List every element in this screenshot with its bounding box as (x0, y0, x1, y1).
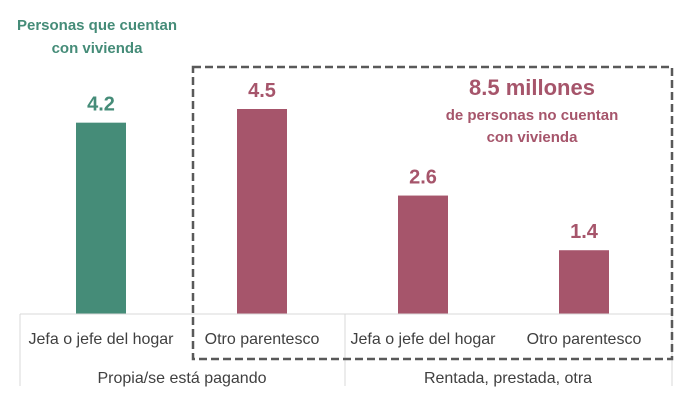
data-label-2: 2.6 (409, 167, 437, 189)
group-label-1: Rentada, prestada, otra (424, 370, 592, 387)
no-housing-annotation-line2: con vivienda (487, 129, 579, 146)
group-label-0: Propia/se está pagando (97, 370, 266, 387)
data-label-1: 4.5 (248, 80, 276, 102)
bar-3 (559, 250, 609, 314)
bar-2 (398, 195, 448, 314)
no-housing-annotation-line1: de personas no cuentan (446, 107, 619, 124)
no-housing-total: 8.5 millones (469, 75, 595, 100)
cat-label-3: Otro parentesco (527, 331, 642, 348)
cat-label-2: Jefa o jefe del hogar (351, 331, 497, 348)
data-label-3: 1.4 (570, 221, 599, 243)
no-housing-dashed-box (191, 65, 674, 361)
with-housing-annotation-line1: Personas que cuentan (17, 17, 177, 34)
with-housing-annotation-line2: con vivienda (52, 40, 144, 57)
bar-1 (237, 109, 287, 314)
data-label-0: 4.2 (87, 94, 115, 116)
bar-0 (76, 122, 126, 315)
cat-label-0: Jefa o jefe del hogar (29, 331, 175, 348)
cat-label-1: Otro parentesco (205, 331, 320, 348)
